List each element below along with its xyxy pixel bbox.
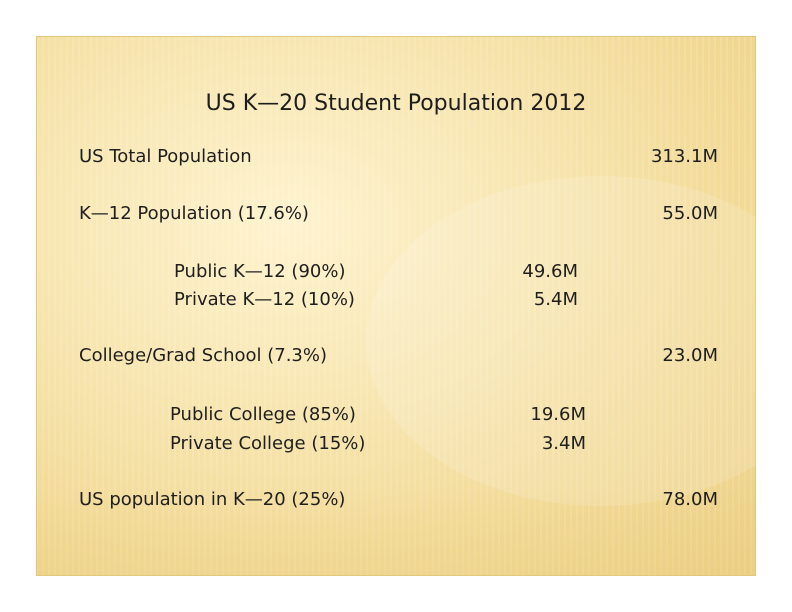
row-public-k12: Public K—12 (90%) 49.6M <box>36 261 756 289</box>
row-value: 55.0M <box>662 203 718 224</box>
row-label: Public K—12 (90%) <box>174 261 346 282</box>
slide-title: US K—20 Student Population 2012 <box>205 91 587 116</box>
row-label: Private K—12 (10%) <box>174 289 355 310</box>
row-label: US Total Population <box>79 146 252 167</box>
row-label: K—12 Population (17.6%) <box>79 203 309 224</box>
row-value: 23.0M <box>662 345 718 366</box>
row-label: Private College (15%) <box>170 433 366 454</box>
row-private-college: Private College (15%) 3.4M <box>36 433 756 461</box>
row-label: College/Grad School (7.3%) <box>79 345 328 366</box>
row-value: 49.6M <box>522 261 578 282</box>
row-k12-population: K—12 Population (17.6%) 55.0M <box>36 203 756 231</box>
row-value: 313.1M <box>650 146 718 167</box>
row-college-grad-school: College/Grad School (7.3%) 23.0M <box>36 345 756 373</box>
row-private-k12: Private K—12 (10%) 5.4M <box>36 289 756 317</box>
slide: US K—20 Student Population 2012 US Total… <box>36 36 756 576</box>
row-public-college: Public College (85%) 19.6M <box>36 404 756 432</box>
row-value: 3.4M <box>541 433 586 454</box>
row-us-population-k20: US population in K—20 (25%) 78.0M <box>36 489 756 517</box>
row-us-total-population: US Total Population 313.1M <box>36 146 756 174</box>
row-value: 5.4M <box>533 289 578 310</box>
row-value: 19.6M <box>530 404 586 425</box>
row-label: US population in K—20 (25%) <box>79 489 346 510</box>
row-value: 78.0M <box>662 489 718 510</box>
row-label: Public College (85%) <box>170 404 356 425</box>
